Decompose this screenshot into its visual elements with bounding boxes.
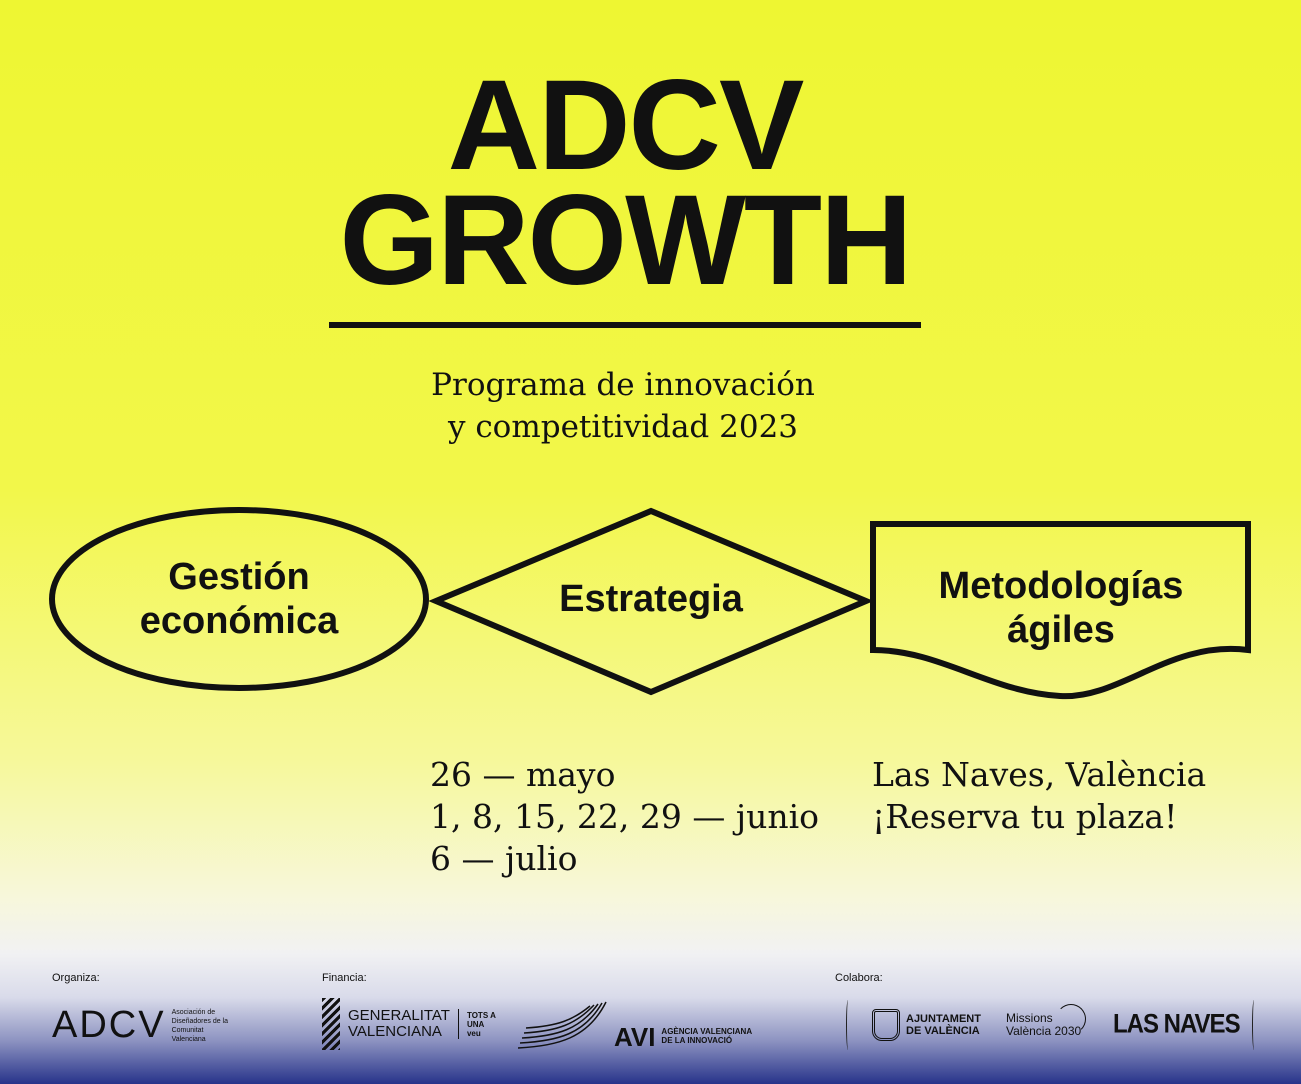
ajuntament-line: AJUNTAMENT xyxy=(906,1013,981,1025)
financia-label: Financia: xyxy=(322,972,367,984)
diamond-shape xyxy=(428,507,874,696)
ajuntament-line: DE VALÈNCIA xyxy=(906,1025,980,1037)
ellipse-shape xyxy=(49,507,429,691)
module-shapes xyxy=(49,507,1251,700)
organiza-label: Organiza: xyxy=(52,972,100,984)
document-shape xyxy=(870,521,1251,700)
module-label: Gestión xyxy=(168,556,310,598)
module-label: ágiles xyxy=(1007,609,1115,651)
subtitle-line-1: Programa de innovación xyxy=(431,367,815,403)
date-line: 6 — julio xyxy=(430,839,578,878)
module-gestion: Gestión económica xyxy=(89,555,389,643)
missions-arc-icon xyxy=(1056,1004,1086,1034)
title-line-1: ADCV xyxy=(447,54,805,197)
avi-logo: AVI AGÈNCIA VALENCIANA DE LA INNOVACIÓ xyxy=(518,998,752,1050)
cta-text[interactable]: ¡Reserva tu plaza! xyxy=(872,797,1178,836)
subtitle-line-2: y competitividad 2023 xyxy=(447,409,799,445)
avi-line: AGÈNCIA VALENCIANA xyxy=(661,1027,753,1036)
module-label: económica xyxy=(139,600,339,642)
module-label: Metodologías xyxy=(938,565,1184,607)
avi-swoosh-icon xyxy=(518,1001,607,1049)
bracket-right xyxy=(1252,1000,1256,1050)
gva-line: VALENCIANA xyxy=(348,1023,442,1040)
avi-line: DE LA INNOVACIÓ xyxy=(661,1036,733,1045)
title-line-2: GROWTH xyxy=(339,169,913,312)
ajuntament-crest-icon xyxy=(872,1009,900,1041)
date-line: 1, 8, 15, 22, 29 — junio xyxy=(430,797,820,836)
adcv-text: Asociación de Diseñadores de la Comunita… xyxy=(171,1008,229,1043)
gva-line: GENERALITAT xyxy=(348,1007,450,1024)
colabora-label: Colabora: xyxy=(835,972,883,984)
ajuntament-logo: AJUNTAMENT DE VALÈNCIA xyxy=(872,1009,981,1041)
venue-place: Las Naves, València xyxy=(872,755,1207,794)
avi-text: AGÈNCIA VALENCIANA DE LA INNOVACIÓ xyxy=(661,1027,752,1050)
missions-line: Missions xyxy=(1006,1011,1053,1025)
date-line: 26 — mayo xyxy=(430,755,616,794)
adcv-logo: ADCV Asociación de Diseñadores de la Com… xyxy=(52,1004,232,1047)
gva-logo: GENERALITAT VALENCIANA TOTS A UNA veu xyxy=(322,998,497,1050)
missions-logo: Missions València 2030 xyxy=(1006,1004,1086,1038)
lasnaves-logo: LAS NAVES xyxy=(1113,1009,1241,1040)
divider xyxy=(329,322,921,328)
gva-tag: TOTS A UNA veu xyxy=(466,1010,496,1038)
venue: Las Naves, València ¡Reserva tu plaza! xyxy=(872,754,1206,838)
gva-name: GENERALITAT VALENCIANA xyxy=(348,1008,450,1040)
module-metodologias: Metodologías ágiles xyxy=(910,564,1212,652)
module-estrategia: Estrategia xyxy=(559,578,743,620)
adcv-mark: ADCV xyxy=(52,1004,166,1046)
gva-crest-icon xyxy=(322,998,340,1050)
avi-mark: AVI xyxy=(614,1022,656,1052)
dates: 26 — mayo 1, 8, 15, 22, 29 — junio 6 — j… xyxy=(430,754,819,880)
bracket-left xyxy=(846,1000,850,1050)
